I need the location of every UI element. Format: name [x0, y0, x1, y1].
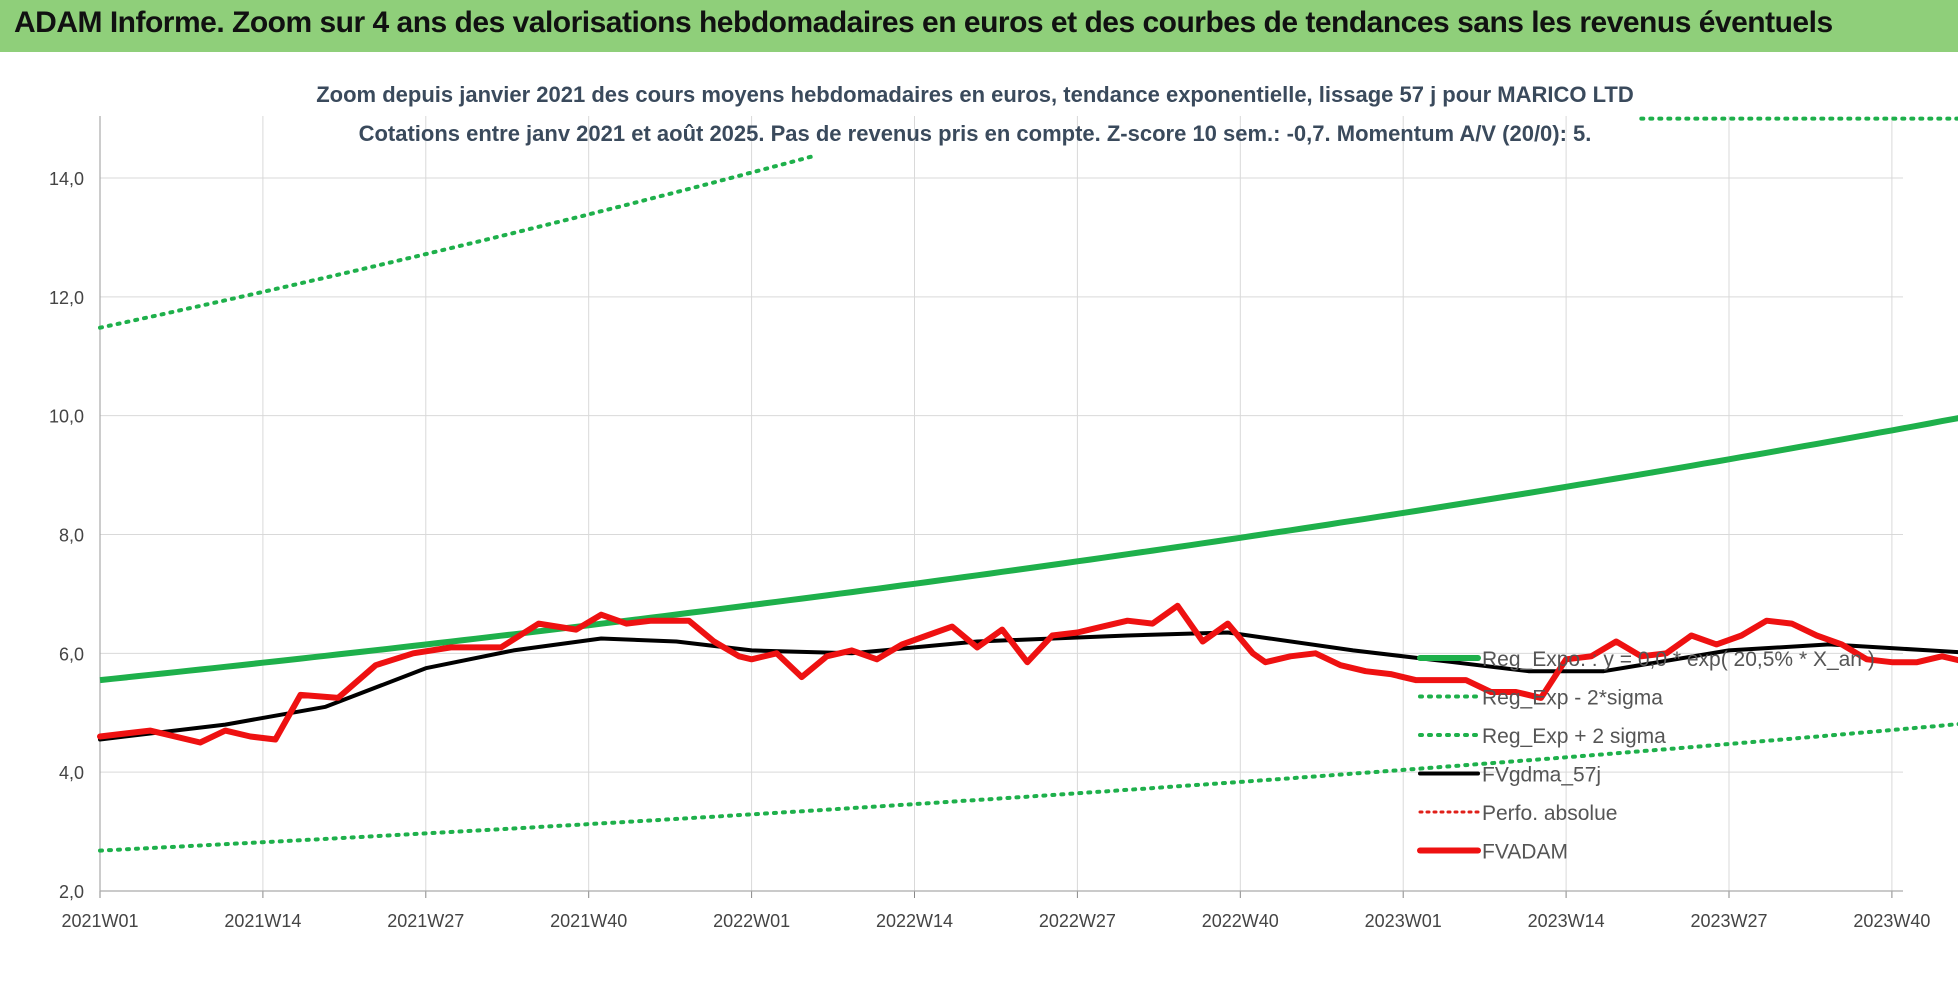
- report-banner: ADAM Informe. Zoom sur 4 ans des valoris…: [0, 0, 1958, 54]
- chart-title-line1: Zoom depuis janvier 2021 des cours moyen…: [316, 82, 1634, 107]
- chart-title-line2: Cotations entre janv 2021 et août 2025. …: [359, 121, 1592, 146]
- y-tick-label: 12,0: [49, 288, 84, 308]
- y-tick-label: 8,0: [59, 526, 84, 546]
- series-line-reg-exp-plus-2-sigma: [98, 153, 817, 330]
- x-tick-label: 2023W14: [1528, 911, 1605, 931]
- x-tick-label: 2022W14: [876, 911, 953, 931]
- report-title: ADAM Informe. Zoom sur 4 ans des valoris…: [14, 6, 1833, 39]
- y-tick-label: 6,0: [59, 644, 84, 664]
- x-tick-label: 2022W27: [1039, 911, 1116, 931]
- legend: Reg_Expo. : y = 0,0 * exp( 20,5% * X_an …: [1417, 648, 1875, 864]
- x-tick-label: 2022W40: [1202, 911, 1279, 931]
- legend-label: Reg_Expo. : y = 0,0 * exp( 20,5% * X_an …: [1482, 648, 1875, 671]
- series-line-fvadam: [97, 602, 1958, 746]
- legend-label: Reg_Exp - 2*sigma: [1482, 687, 1663, 710]
- x-tick-label: 2023W01: [1365, 911, 1442, 931]
- axes: 2,0 4,0 6,0 8,0 10,0 12,0 14,0 2021W01 2021W14 20…: [49, 116, 1930, 931]
- chart-background: [0, 52, 1958, 984]
- legend-label: Reg_Exp + 2 sigma: [1482, 725, 1666, 748]
- legend-label: FVgdma_57j: [1482, 764, 1601, 787]
- y-tick-label: 10,0: [49, 407, 84, 427]
- x-tick-label: 2021W40: [550, 911, 627, 931]
- series-line-reg-expo: [99, 415, 1958, 684]
- series-lines: [97, 116, 1958, 853]
- x-tick-label: 2023W27: [1690, 911, 1767, 931]
- legend-label: Perfo. absolue: [1482, 802, 1617, 825]
- x-tick-label: 2021W27: [387, 911, 464, 931]
- series-line-reg-exp-minus-2-sigma: [98, 722, 1958, 853]
- price-trend-chart: 2,0 4,0 6,0 8,0 10,0 12,0 14,0 2021W01 2021W14 20…: [0, 52, 1958, 984]
- x-tick-label: 2021W01: [61, 911, 138, 931]
- x-tick-label: 2022W01: [713, 911, 790, 931]
- legend-label: FVADAM: [1482, 841, 1568, 864]
- series-line-fvgdma-57j: [98, 630, 1958, 742]
- y-tick-label: 2,0: [59, 882, 84, 902]
- grid: [99, 116, 1903, 892]
- x-tick-label: 2023W40: [1853, 911, 1930, 931]
- y-tick-label: 4,0: [59, 763, 84, 783]
- chart-area: 2,0 4,0 6,0 8,0 10,0 12,0 14,0 2021W01 2021W14 20…: [0, 52, 1958, 984]
- x-tick-label: 2021W14: [224, 911, 301, 931]
- y-tick-label: 14,0: [49, 169, 84, 189]
